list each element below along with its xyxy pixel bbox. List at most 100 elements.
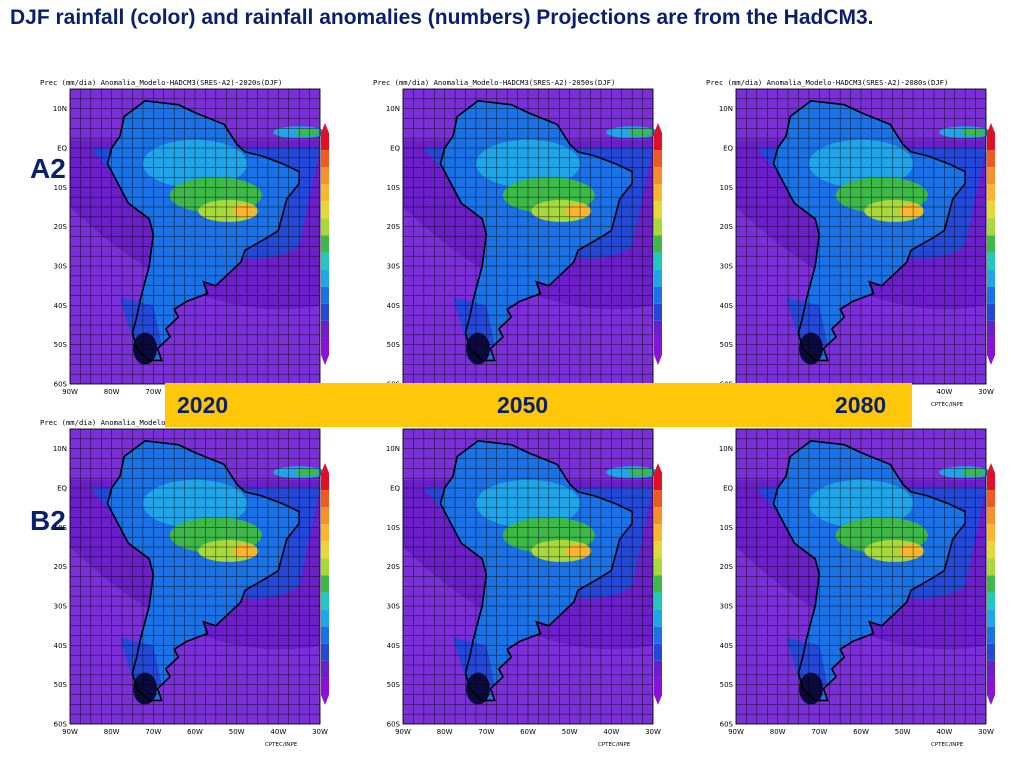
colorbar-segment [987,235,995,253]
map-panel-a2-2020: Prec (mm/dia) Anomalia_Modelo-HADCM3(SRE… [12,76,330,416]
lon-label: 70W [478,728,494,736]
colorbar-segment [654,541,662,559]
colorbar-segment [654,269,662,287]
lat-label: 20S [387,223,401,231]
colorbar-segment [987,558,995,576]
colorbar-segment [987,337,995,355]
itcz-core [295,128,320,136]
colorbar-bottom-arrow [987,355,995,365]
map-panel-b2-2080: -B2)-2080s(DJF)10NEQ10S20S30S40S50S60S90… [678,416,996,756]
colorbar-segment [321,643,329,661]
colorbar-segment [321,660,329,678]
patagonia-dark [799,332,823,365]
lat-label: 60S [54,721,68,729]
lat-label: 10S [54,524,68,532]
colorbar: 2220181614121086420 [987,123,995,365]
colorbar-segment [654,592,662,610]
sacz-core [233,543,257,558]
itcz-core [961,128,986,136]
credit-label: CPTEC/INPE [265,742,298,748]
lon-label: 50W [229,728,245,736]
lon-label: 80W [104,388,120,396]
colorbar-segment [654,235,662,253]
colorbar-segment [321,201,329,219]
colorbar-segment [321,677,329,695]
colorbar-segment [987,286,995,304]
sacz-core [899,203,923,218]
colorbar-segment [321,337,329,355]
lon-label: 80W [104,728,120,736]
colorbar-segment [654,150,662,168]
colorbar: 2220181614121086420 [654,123,662,365]
colorbar-segment [321,592,329,610]
colorbar-segment [321,218,329,236]
lat-label: 20S [387,563,401,571]
colorbar-segment [654,320,662,338]
lat-label: 20S [720,563,734,571]
colorbar-segment [987,643,995,661]
lat-label: EQ [390,145,400,153]
year-label-2020: 2020 [177,392,229,418]
colorbar-top-arrow [321,123,329,133]
lat-label: 30S [54,263,68,271]
plot-frame [735,428,987,725]
colorbar-segment [321,167,329,185]
colorbar-top-arrow [654,463,662,473]
map-panel-b2-2020: Prec (mm/dia) Anomalia_Modelo 10N EQ 10S 20S… [12,416,330,756]
coastline [439,439,634,702]
lat-label: 40S [387,302,401,310]
lat-label: 10N [719,445,733,453]
lon-label: 50W [895,728,911,736]
colorbar-segment [987,218,995,236]
coastline [439,99,634,362]
lon-label: 90W [62,728,78,736]
coastline [772,439,967,702]
lon-label: 60W [520,728,536,736]
credit-label: CPTEC/INPE [598,742,631,748]
lat-label: 30S [54,603,68,611]
colorbar-segment [987,524,995,542]
lat-label: 10N [53,105,67,113]
coastline [772,99,967,362]
colorbar-segment [987,592,995,610]
lat-label: 20S [54,223,68,231]
lon-label: 30W [645,728,661,736]
colorbar-segment [654,184,662,202]
lat-label: 20S [54,563,68,571]
colorbar-bottom-arrow [321,695,329,705]
colorbar-segment [321,303,329,321]
colorbar-segment [321,524,329,542]
row-label-b2: B2 [30,505,66,536]
colorbar-segment [654,558,662,576]
lat-label: 10S [387,524,401,532]
colorbar-segment [321,286,329,304]
map-grid [735,428,987,725]
lat-label: 30S [720,263,734,271]
lon-label: 60W [187,728,203,736]
panel-header: Prec (mm/dia) Anomalia_Modelo-HADCM3(SRE… [706,78,948,87]
panel-header: Prec (mm/dia) Anomalia_Modelo [40,418,166,427]
colorbar-segment [654,507,662,525]
map-figure: Prec (mm/dia) Anomalia_Modelo-HADCM3(SRE… [40,78,329,408]
credit-label: CPTEC/INPE [931,742,964,748]
colorbar-top-arrow [987,123,995,133]
itcz-core [961,468,986,476]
itcz-core [628,128,653,136]
panel-header: Prec (mm/dia) Anomalia_Modelo-HADCM3(SRE… [373,78,615,87]
page-title: DJF rainfall (color) and rainfall anomal… [10,6,874,29]
colorbar-segment [654,303,662,321]
lat-label: 10S [720,184,734,192]
colorbar-segment [987,507,995,525]
colorbar-segment [654,677,662,695]
colorbar-segment [321,609,329,627]
colorbar: 2220181614121086420 [654,463,662,705]
lon-label: 90W [728,728,744,736]
map-figure: Prec (mm/dia) Anomalia_Modelo-HADCM3(SRE… [706,78,995,408]
colorbar-segment [654,660,662,678]
colorbar-segment [987,269,995,287]
lon-label: 40W [936,728,952,736]
colorbar-segment [987,201,995,219]
lon-label: 30W [978,728,994,736]
panel-header: Prec (mm/dia) Anomalia_Modelo-HADCM3(SRE… [40,78,282,87]
